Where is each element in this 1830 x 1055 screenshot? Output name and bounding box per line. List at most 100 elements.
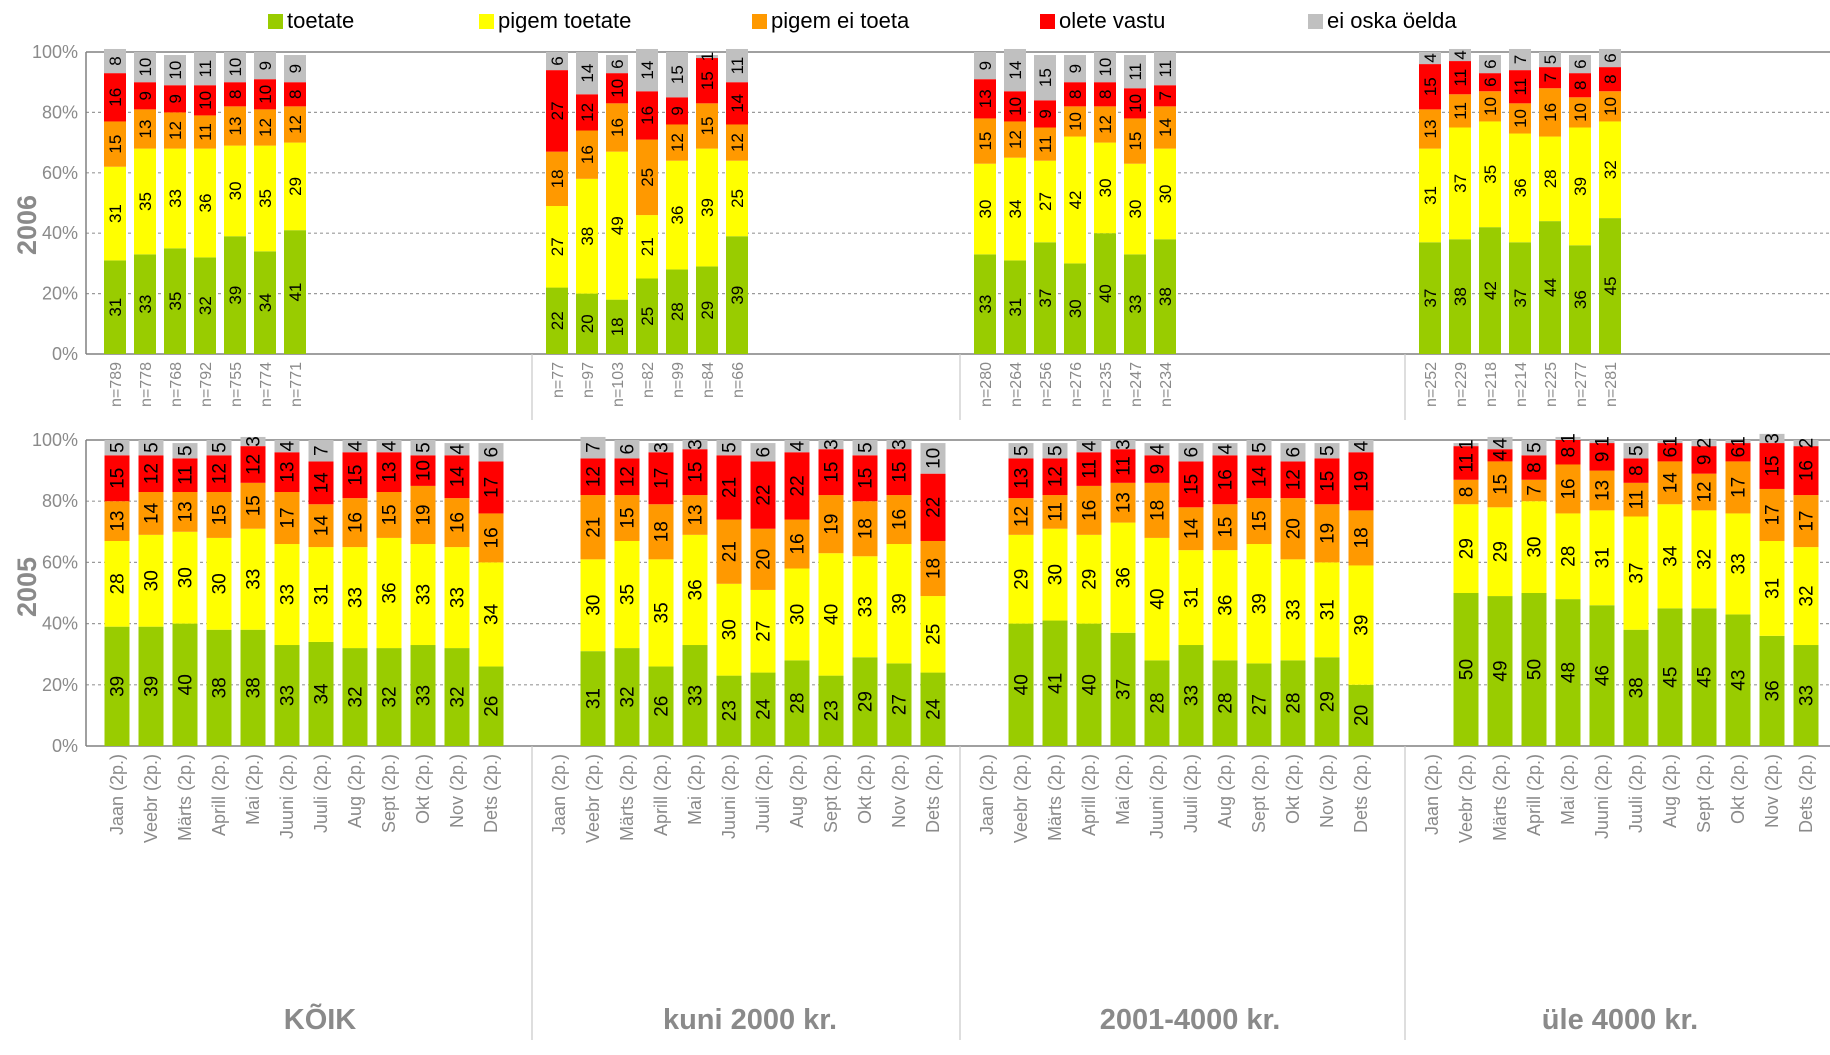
- bar-segment-2005: [580, 495, 606, 560]
- y-tick-label-2006: 60%: [42, 163, 78, 183]
- bar-segment-2005: [1691, 608, 1717, 746]
- bar-segment-2006: [254, 79, 276, 110]
- bar-segment-2005: [376, 452, 402, 493]
- bar-segment-2005: [1110, 482, 1136, 523]
- data-label-2005: 24: [924, 698, 945, 720]
- data-label-2005: 5: [1627, 445, 1648, 456]
- category-label-2005: Nov (2p.): [1762, 754, 1782, 828]
- data-label-2005: 5: [108, 442, 129, 453]
- data-label-2005: 12: [618, 466, 639, 487]
- bar-segment-2005: [1178, 443, 1204, 462]
- bar-segment-2006: [1034, 127, 1056, 161]
- data-label-2006: 29: [286, 177, 305, 196]
- data-label-2005: 11: [1627, 490, 1648, 510]
- bar-segment-2005: [1453, 593, 1479, 746]
- bar-segment-2006: [1154, 85, 1176, 107]
- data-label-2005: 12: [1046, 466, 1067, 487]
- category-label-2006: n=771: [288, 362, 305, 407]
- data-label-2005: 6: [1661, 447, 1682, 458]
- data-label-2005: 8: [1457, 487, 1478, 498]
- data-label-2005: 4: [1080, 440, 1101, 451]
- bar-segment-2006: [134, 148, 156, 255]
- bar-segment-2005: [240, 629, 266, 746]
- data-label-2006: 10: [256, 85, 275, 104]
- legend-label: toetate: [287, 8, 355, 33]
- bar-segment-2006: [696, 148, 718, 267]
- bar-segment-2006: [194, 85, 216, 116]
- data-label-2005: 14: [312, 472, 333, 494]
- data-label-2005: 38: [1627, 677, 1648, 698]
- data-label-2005: 4: [1216, 443, 1237, 454]
- bar-segment-2005: [1042, 458, 1068, 496]
- y-tick-label-2005: 100%: [32, 430, 78, 450]
- bar-segment-2006: [1539, 88, 1561, 137]
- bar-segment-2005: [1453, 446, 1479, 480]
- bar-segment-2005: [1178, 461, 1204, 508]
- data-label-2006: 31: [106, 204, 125, 223]
- bar-segment-2005: [1555, 464, 1581, 514]
- data-label-2005: 16: [1216, 469, 1237, 490]
- bar-segment-2005: [920, 473, 946, 541]
- legend-item-pigem-ei-toeta: pigem ei toeta: [752, 6, 909, 36]
- data-label-2005: 29: [1457, 538, 1478, 559]
- data-label-2005: 15: [380, 504, 401, 525]
- data-label-2005: 28: [1559, 546, 1580, 567]
- bar-segment-2005: [648, 559, 674, 667]
- category-label-2006: n=789: [108, 362, 125, 407]
- data-label-2006: 10: [1096, 58, 1115, 77]
- bar-segment-2005: [410, 440, 436, 456]
- category-label-2005: Sept (2p.): [821, 754, 841, 833]
- bar-segment-2005: [240, 446, 266, 483]
- bar-segment-2005: [648, 452, 674, 505]
- bar-segment-2005: [920, 540, 946, 597]
- data-label-2006: 8: [1096, 90, 1115, 99]
- data-label-2006: 7: [1511, 55, 1530, 64]
- bar-segment-2006: [666, 52, 688, 98]
- data-label-2005: 36: [686, 579, 707, 600]
- data-label-2005: 20: [1284, 518, 1305, 539]
- data-label-2006: 10: [166, 61, 185, 80]
- bar-segment-2005: [1348, 510, 1374, 566]
- data-label-2006: 12: [578, 103, 597, 122]
- bar-segment-2006: [254, 52, 276, 80]
- bar-segment-2006: [164, 148, 186, 249]
- bar-segment-2005: [1487, 461, 1513, 508]
- data-label-2005: 15: [890, 462, 911, 483]
- data-label-2005: 33: [244, 569, 265, 590]
- data-label-2005: 3: [1114, 439, 1135, 450]
- category-label-2006: n=277: [1573, 362, 1590, 407]
- bar-segment-2006: [134, 52, 156, 83]
- data-label-2005: 4: [380, 440, 401, 451]
- data-label-2006: 37: [1036, 289, 1055, 308]
- data-label-2005: 45: [1661, 667, 1682, 688]
- data-label-2005: 13: [1012, 468, 1033, 489]
- bar-segment-2005: [1657, 461, 1683, 505]
- bar-segment-2005: [1008, 458, 1034, 499]
- category-label-2005: Jaan (2p.): [107, 754, 127, 835]
- data-label-2005: 33: [1284, 599, 1305, 620]
- bar-segment-2005: [138, 626, 164, 746]
- bar-segment-2005: [852, 501, 878, 557]
- data-label-2006: 8: [106, 56, 125, 65]
- bar-segment-2005: [1725, 614, 1751, 746]
- data-label-2006: 42: [1481, 281, 1500, 300]
- data-label-2005: 32: [618, 686, 639, 707]
- bar-segment-2005: [1623, 516, 1649, 630]
- data-label-2005: 29: [1318, 691, 1339, 712]
- bar-segment-2006: [666, 97, 688, 125]
- bar-segment-2006: [1569, 127, 1591, 246]
- category-label-2006: n=276: [1068, 362, 1085, 407]
- bar-segment-2005: [818, 553, 844, 676]
- bar-segment-2006: [224, 82, 246, 107]
- bar-segment-2006: [194, 115, 216, 149]
- bar-segment-2006: [1004, 48, 1026, 92]
- bar-segment-2006: [1569, 55, 1591, 74]
- bar-segment-2006: [1449, 61, 1471, 95]
- bar-segment-2005: [818, 449, 844, 496]
- data-label-2005: 26: [652, 696, 673, 717]
- bar-segment-2005: [478, 513, 504, 563]
- data-label-2005: 33: [1182, 685, 1203, 706]
- data-label-2005: 21: [720, 541, 741, 562]
- bar-segment-2006: [1094, 233, 1116, 354]
- data-label-2006: 4: [1421, 53, 1440, 62]
